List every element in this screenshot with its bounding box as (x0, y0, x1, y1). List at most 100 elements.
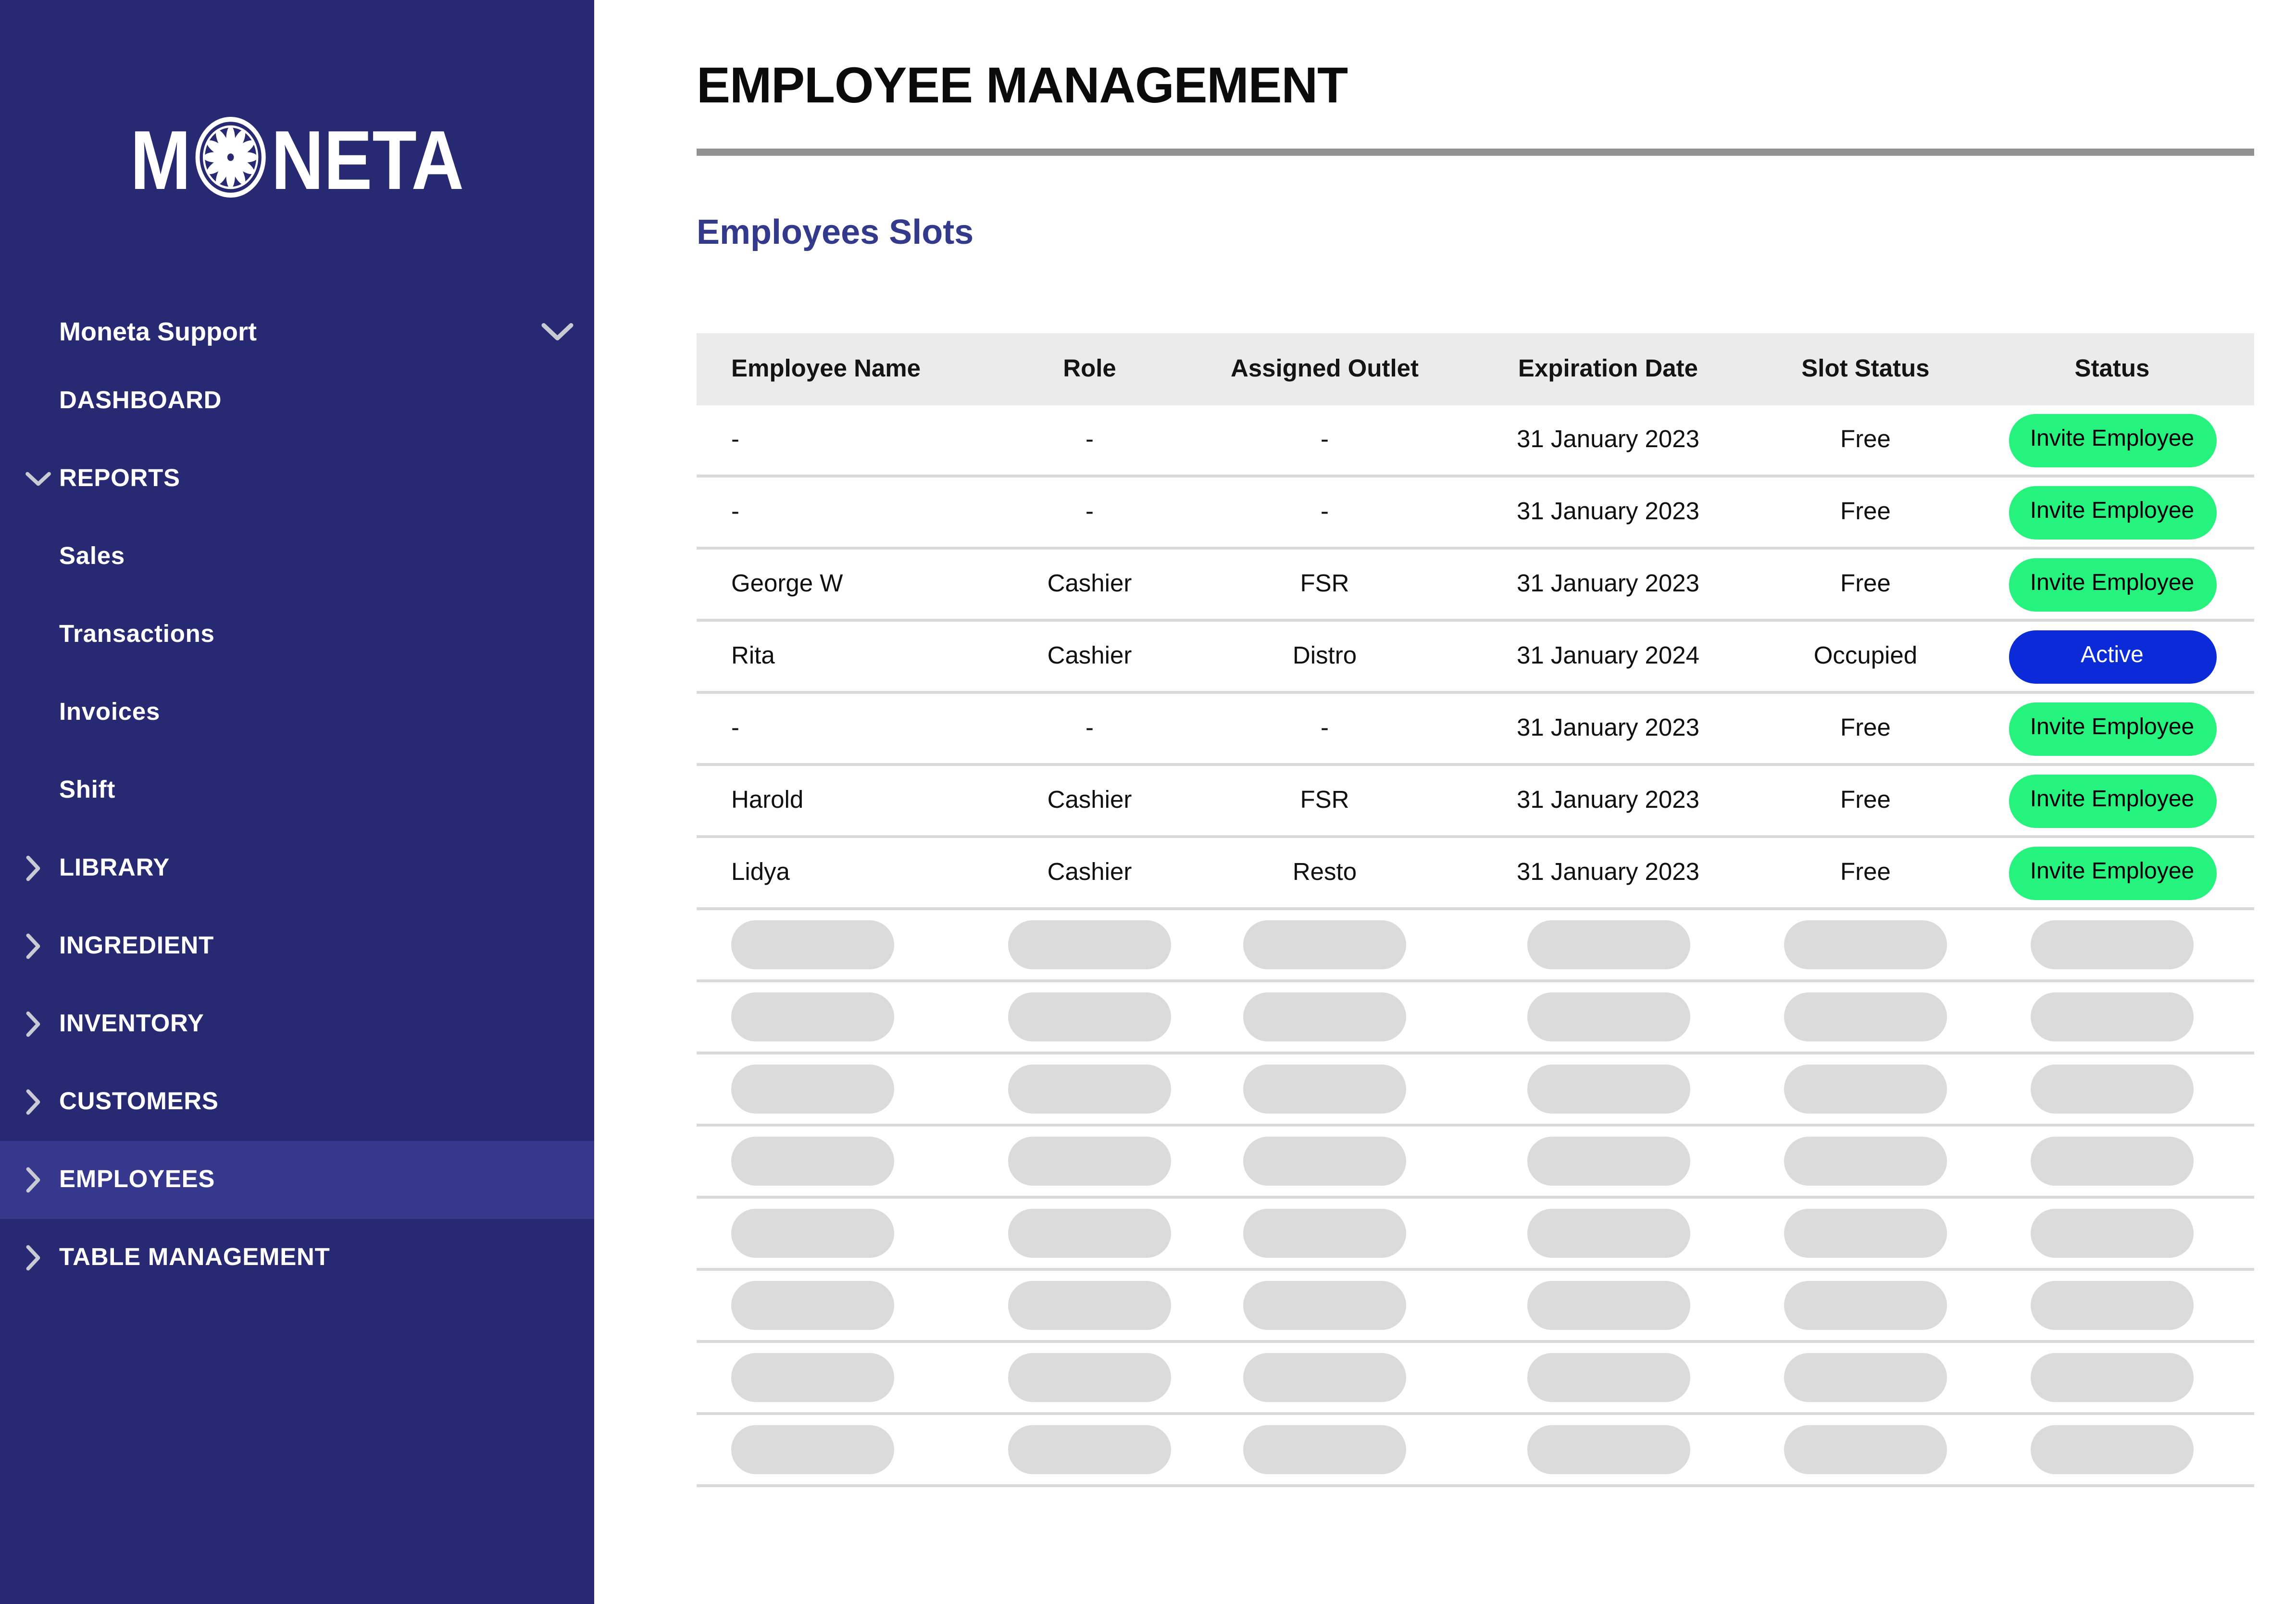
sidebar-item-inventory[interactable]: INVENTORY (0, 985, 594, 1063)
skeleton-pill (1784, 992, 1947, 1041)
skeleton-pill (2031, 1065, 2194, 1114)
cell-skeleton (985, 1197, 1194, 1271)
invite-employee-button[interactable]: Invite Employee (2008, 702, 2216, 755)
cell-skeleton (985, 1414, 1194, 1487)
cell-skeleton (985, 1125, 1194, 1199)
cell-skeleton (1970, 1125, 2254, 1199)
page-title: EMPLOYEE MANAGEMENT (697, 58, 1348, 114)
logo-text-suffix: NETA (271, 113, 464, 207)
skeleton-pill (2031, 1353, 2194, 1402)
skeleton-pill (1784, 1281, 1947, 1330)
cell-skeleton (1194, 1197, 1455, 1271)
skeleton-pill (1243, 992, 1406, 1041)
section-title: Employees Slots (697, 213, 974, 252)
cell-skeleton (1970, 909, 2254, 982)
sidebar-item-ingredient[interactable]: INGREDIENT (0, 907, 594, 985)
sidebar-item-customers[interactable]: CUSTOMERS (0, 1063, 594, 1141)
skeleton-pill (1008, 1281, 1171, 1330)
column-header-employee-name: Employee Name (697, 333, 985, 405)
cell-skeleton (985, 909, 1194, 982)
sidebar-item-label: LIBRARY (59, 854, 170, 881)
sidebar: M (0, 0, 594, 1604)
cell-skeleton (1194, 1053, 1455, 1127)
table-row-skeleton (697, 1125, 2254, 1199)
cell-skeleton (1194, 1414, 1455, 1487)
sidebar-menu: DASHBOARD REPORTS Sales Transactions Invoice… (0, 362, 594, 1297)
cell-skeleton (697, 1125, 985, 1199)
column-header-assigned-outlet: Assigned Outlet (1194, 333, 1455, 405)
cell-skeleton (1455, 1269, 1761, 1343)
cell-skeleton (1970, 1269, 2254, 1343)
invite-employee-button[interactable]: Invite Employee (2008, 846, 2216, 900)
sidebar-item-invoices[interactable]: Invoices (0, 674, 594, 752)
active-status-button[interactable]: Active (2008, 629, 2216, 683)
cell-slot-status: Free (1761, 548, 1970, 622)
table-row: - - -31 January 2023 Free Invite Employee (697, 405, 2254, 477)
skeleton-pill (1784, 1137, 1947, 1186)
skeleton-pill (1784, 1065, 1947, 1114)
invite-employee-button[interactable]: Invite Employee (2008, 485, 2216, 539)
table-row-skeleton (697, 909, 2254, 982)
sidebar-item-label: TABLE MANAGEMENT (59, 1243, 330, 1271)
table-row: Rita Cashier Distro 31 January 2024 Occupied… (697, 620, 2254, 694)
skeleton-pill (2031, 920, 2194, 969)
sidebar-item-employees[interactable]: EMPLOYEES (0, 1141, 594, 1219)
skeleton-pill (2031, 992, 2194, 1041)
cell-skeleton (697, 1269, 985, 1343)
cell-skeleton (697, 981, 985, 1054)
cell-skeleton (1455, 1197, 1761, 1271)
cell-outlet: FSR (1194, 548, 1455, 622)
sidebar-item-reports[interactable]: REPORTS (0, 440, 594, 518)
invite-employee-button[interactable]: Invite Employee (2008, 557, 2216, 611)
skeleton-pill (731, 1209, 894, 1258)
cell-skeleton (1761, 1269, 1970, 1343)
skeleton-pill (1008, 1065, 1171, 1114)
cell-skeleton (1761, 1197, 1970, 1271)
sidebar-item-transactions[interactable]: Transactions (0, 596, 594, 674)
chevron-right-icon (25, 855, 42, 882)
chevron-right-icon (25, 933, 42, 960)
sidebar-item-label: REPORTS (59, 464, 180, 492)
cell-outlet: - (1194, 476, 1455, 550)
cell-skeleton (1455, 1341, 1761, 1415)
sidebar-item-sales[interactable]: Sales (0, 518, 594, 596)
column-header-slot-status: Slot Status (1761, 333, 1970, 405)
cell-name: Lidya (697, 837, 985, 910)
cell-skeleton (1194, 1125, 1455, 1199)
skeleton-pill (1526, 1137, 1690, 1186)
sidebar-item-library[interactable]: LIBRARY (0, 829, 594, 907)
account-selector[interactable]: Moneta Support (0, 303, 594, 361)
invite-employee-button[interactable]: Invite Employee (2008, 774, 2216, 827)
sidebar-item-shift[interactable]: Shift (0, 752, 594, 829)
cell-expiration-date: 31 January 2023 (1455, 548, 1761, 622)
cell-skeleton (1761, 981, 1970, 1054)
skeleton-pill (731, 1137, 894, 1186)
sidebar-item-label: EMPLOYEES (59, 1165, 215, 1193)
skeleton-pill (1784, 1425, 1947, 1474)
skeleton-pill (731, 920, 894, 969)
skeleton-pill (1243, 1137, 1406, 1186)
table-row-skeleton (697, 1341, 2254, 1415)
skeleton-pill (1243, 1281, 1406, 1330)
cell-role: Cashier (985, 548, 1194, 622)
cell-slot-status: Free (1761, 405, 1970, 477)
cell-skeleton (697, 1341, 985, 1415)
main-content: EMPLOYEE MANAGEMENT Employees Slots Empl… (594, 0, 2296, 1604)
cell-name: - (697, 405, 985, 477)
cell-name: - (697, 692, 985, 766)
chevron-right-icon (25, 1011, 42, 1038)
sidebar-item-dashboard[interactable]: DASHBOARD (0, 362, 594, 440)
invite-employee-button[interactable]: Invite Employee (2008, 413, 2216, 467)
skeleton-pill (1008, 1137, 1171, 1186)
cell-status: Active (1970, 620, 2254, 694)
cell-skeleton (1970, 1053, 2254, 1127)
sidebar-item-label: CUSTOMERS (59, 1088, 219, 1115)
cell-skeleton (1970, 981, 2254, 1054)
cell-skeleton (1194, 1269, 1455, 1343)
sidebar-item-table-management[interactable]: TABLE MANAGEMENT (0, 1219, 594, 1297)
flower-coin-icon (195, 115, 267, 206)
skeleton-pill (1526, 920, 1690, 969)
skeleton-pill (2031, 1209, 2194, 1258)
cell-skeleton (1455, 1414, 1761, 1487)
cell-expiration-date: 31 January 2023 (1455, 837, 1761, 910)
